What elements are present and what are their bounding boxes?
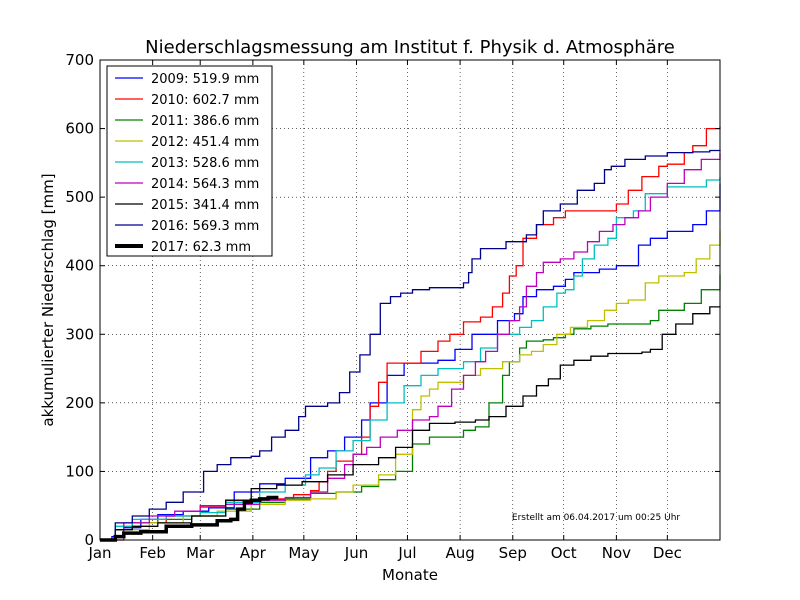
- legend: 2009: 519.9 mm 2010: 602.7 mm 2011: 386.6 …: [106, 65, 273, 257]
- series-line-8: [100, 495, 279, 542]
- y-tick-label: 600: [65, 120, 94, 138]
- y-tick-label: 400: [65, 257, 94, 275]
- x-tick-label: May: [288, 544, 319, 562]
- x-tick-label: Mar: [186, 544, 215, 562]
- x-tick-label: Sep: [499, 544, 527, 562]
- y-axis-label: akkumulierter Niederschlag [mm]: [39, 173, 57, 426]
- legend-label: 2016: 569.3 mm: [151, 219, 259, 234]
- series-line-5: [100, 153, 721, 541]
- x-tick-label: Dec: [653, 544, 682, 562]
- y-tick-label: 0: [84, 531, 94, 549]
- x-tick-label: Apr: [240, 544, 267, 562]
- y-tick-label: 100: [65, 462, 94, 480]
- legend-label: 2017: 62.3 mm: [151, 240, 251, 255]
- series-line-2: [100, 274, 721, 541]
- x-tick-label: Jan: [87, 544, 111, 562]
- series-line-7: [100, 149, 721, 541]
- legend-label: 2011: 386.6 mm: [151, 114, 259, 129]
- x-tick-label: Aug: [445, 544, 474, 562]
- x-tick-label: Feb: [139, 544, 166, 562]
- legend-label: 2014: 564.3 mm: [151, 177, 259, 192]
- legend-label: 2013: 528.6 mm: [151, 156, 259, 171]
- y-tick-label: 500: [65, 188, 94, 206]
- y-tick-label: 700: [65, 51, 94, 69]
- creation-timestamp: Erstellt am 06.04.2017 um 00:25 Uhr: [512, 513, 680, 523]
- x-tick-label: Jun: [344, 544, 368, 562]
- x-axis-label: Monate: [382, 566, 438, 584]
- y-tick-label: 200: [65, 394, 94, 412]
- axis-ticks: 0 100 200 300 400 500 600 700 Jan Feb Mar Apr May Jun…: [65, 51, 720, 562]
- legend-label: 2010: 602.7 mm: [151, 93, 259, 108]
- x-tick-label: Nov: [602, 544, 631, 562]
- chart-title: Niederschlagsmessung am Institut f. Phys…: [145, 37, 675, 58]
- legend-label: 2012: 451.4 mm: [151, 135, 259, 150]
- grid: [99, 59, 720, 541]
- series-line-0: [100, 183, 721, 541]
- y-tick-label: 300: [65, 325, 94, 343]
- series-line-3: [100, 230, 721, 541]
- series-lines: [100, 126, 721, 542]
- series-line-6: [100, 306, 721, 541]
- legend-label: 2015: 341.4 mm: [151, 198, 259, 213]
- x-tick-label: Jul: [397, 544, 416, 562]
- legend-box: [106, 65, 273, 257]
- plot-frame: [99, 59, 721, 541]
- x-tick-label: Oct: [551, 544, 577, 562]
- legend-label: 2009: 519.9 mm: [151, 72, 259, 87]
